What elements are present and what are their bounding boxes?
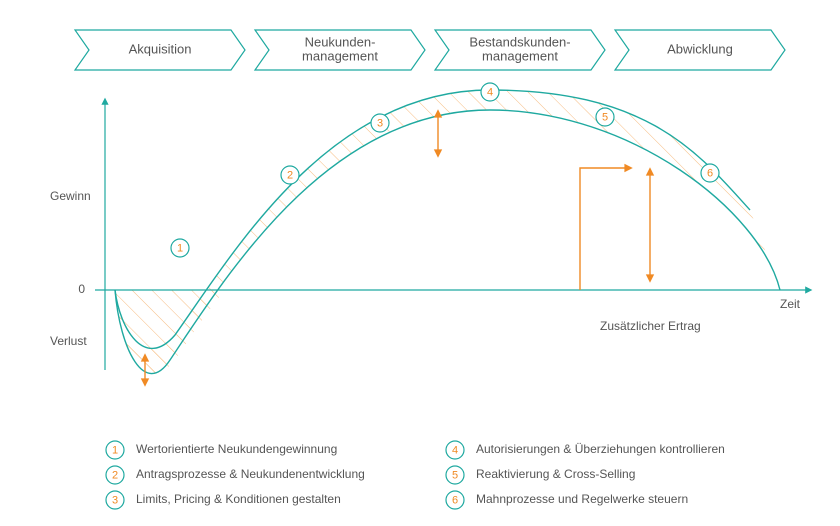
legend-number: 4: [452, 444, 458, 456]
phase-label: management: [482, 48, 558, 63]
legend-text: Mahnprozesse und Regelwerke steuern: [476, 492, 688, 506]
legend-text: Wertorientierte Neukundengewinnung: [136, 442, 337, 456]
legend-number: 1: [112, 444, 118, 456]
chart-point-number: 2: [287, 169, 293, 181]
legend-number: 6: [452, 494, 458, 506]
y-axis-label-top: Gewinn: [50, 189, 91, 203]
phase-label: management: [302, 48, 378, 63]
legend-text: Reaktivierung & Cross-Selling: [476, 467, 635, 481]
y-axis-label-zero: 0: [78, 282, 85, 296]
chart-point-number: 3: [377, 117, 383, 129]
y-axis-label-bottom: Verlust: [50, 334, 87, 348]
annotation-zusatz: Zusätzlicher Ertrag: [600, 319, 701, 333]
x-axis-label: Zeit: [780, 297, 801, 311]
chart-point-number: 1: [177, 242, 183, 254]
legend-number: 3: [112, 494, 118, 506]
phase-label: Abwicklung: [667, 41, 733, 56]
legend-text: Autorisierungen & Überziehungen kontroll…: [476, 442, 725, 456]
orange-arrow: [580, 168, 630, 290]
legend-text: Limits, Pricing & Konditionen gestalten: [136, 492, 341, 506]
phase-label: Neukunden-: [305, 34, 376, 49]
chart-point-number: 6: [707, 167, 713, 179]
diagram-root: AkquisitionNeukunden-managementBestandsk…: [0, 0, 840, 526]
legend-text: Antragsprozesse & Neukundenentwicklung: [136, 467, 365, 481]
phase-label: Bestandskunden-: [469, 34, 570, 49]
chart-point-number: 5: [602, 111, 608, 123]
legend-number: 5: [452, 469, 458, 481]
legend-number: 2: [112, 469, 118, 481]
phase-label: Akquisition: [129, 41, 192, 56]
chart-point-number: 4: [487, 86, 493, 98]
